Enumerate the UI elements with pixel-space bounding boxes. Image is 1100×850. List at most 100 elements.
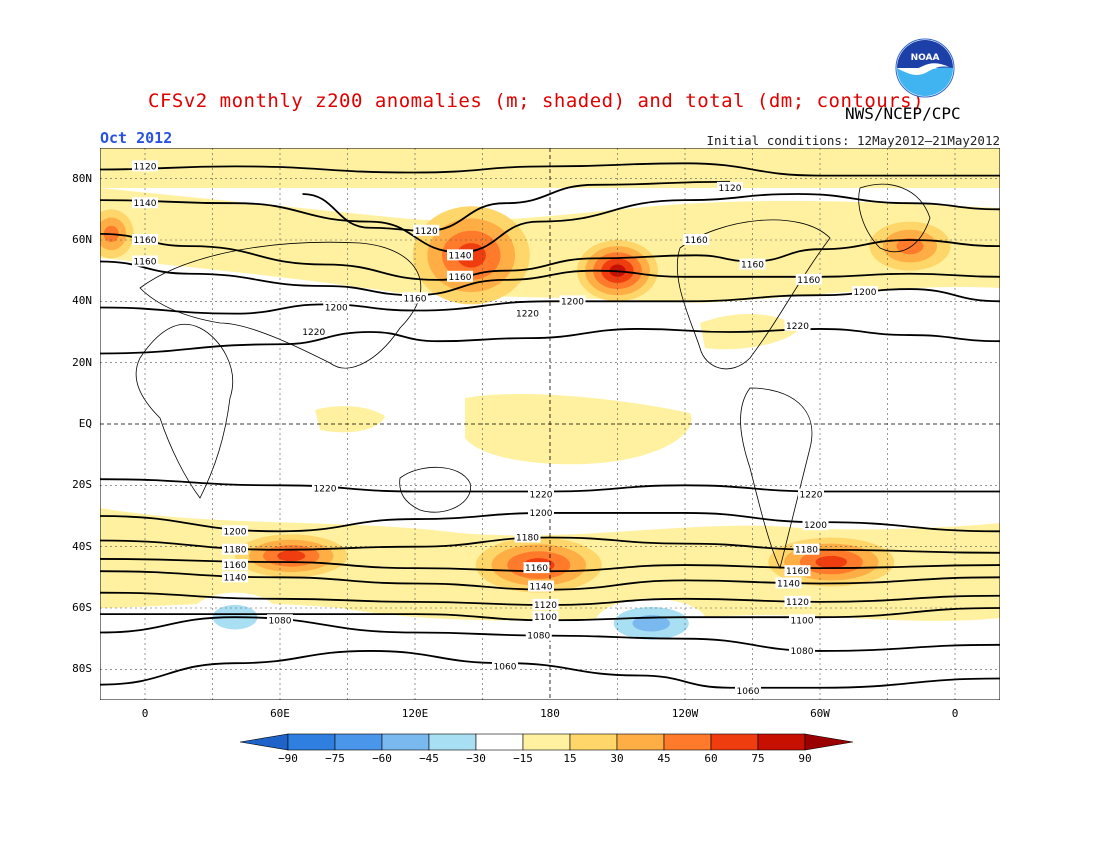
contour-label: 1200 bbox=[854, 288, 877, 298]
contour-label-bg bbox=[413, 224, 440, 236]
contour-label: 1180 bbox=[224, 546, 247, 556]
contour-label: 1140 bbox=[134, 199, 157, 209]
anomaly-shading bbox=[100, 148, 1000, 621]
contour-label-bg bbox=[132, 234, 158, 245]
colorbar-label: 45 bbox=[657, 752, 671, 765]
colorbar-label: −75 bbox=[325, 752, 345, 765]
contour-label: 1200 bbox=[561, 297, 584, 307]
colorbar-segment bbox=[757, 733, 806, 751]
contour-label-bg bbox=[739, 258, 766, 270]
contour-label: 1160 bbox=[224, 561, 247, 571]
contour-label: 1220 bbox=[530, 491, 553, 501]
contour-label: 1140 bbox=[777, 579, 800, 589]
north-america-outline bbox=[676, 219, 831, 370]
anomaly-patch-indian-ocean bbox=[315, 406, 385, 433]
colorbar-segment bbox=[710, 733, 759, 751]
colorbar-label: −30 bbox=[466, 752, 486, 765]
latitude-label: 20S bbox=[72, 478, 92, 492]
colorbar-segment bbox=[663, 733, 712, 751]
colorbar-label: −15 bbox=[513, 752, 533, 765]
colorbar-min-arrow bbox=[240, 733, 289, 751]
colorbar-label: 15 bbox=[563, 752, 577, 765]
colorbar-label: 75 bbox=[751, 752, 765, 765]
contour-label-bg bbox=[300, 326, 327, 337]
contour-label-bg bbox=[789, 614, 815, 626]
australia-outline bbox=[399, 466, 471, 513]
contour-label: 1060 bbox=[494, 662, 517, 672]
contour-label: 1160 bbox=[685, 236, 708, 246]
contour-label-bg bbox=[222, 543, 248, 555]
contour-1160 bbox=[100, 260, 1000, 297]
contour-label: 1220 bbox=[302, 328, 325, 338]
colorbar-segment bbox=[522, 733, 571, 751]
latitude-label: 80S bbox=[72, 662, 92, 676]
noaa-logo-sky bbox=[897, 40, 953, 68]
contour-label: 1180 bbox=[795, 546, 818, 556]
contour-label-bg bbox=[132, 197, 158, 209]
colorbar-label: 30 bbox=[610, 752, 624, 765]
contour-label-bg bbox=[132, 160, 158, 172]
contour-label: 1160 bbox=[797, 276, 820, 286]
initial-conditions-label: Initial conditions: 12May2012–21May2012 bbox=[706, 133, 1001, 148]
colorbar-label: 90 bbox=[798, 752, 812, 765]
contour-label-bg bbox=[525, 629, 552, 641]
contour-label: 1160 bbox=[134, 236, 157, 246]
contour-label: 1200 bbox=[530, 509, 553, 519]
contour-label-bg bbox=[559, 295, 586, 307]
contour-label-bg bbox=[267, 614, 293, 626]
contour-label-bg bbox=[784, 595, 811, 607]
chart-title: CFSv2 monthly z200 anomalies (m; shaded)… bbox=[148, 90, 925, 112]
contour-1160 bbox=[100, 232, 1000, 281]
colorbar-segment bbox=[616, 733, 665, 751]
contour-label-bg bbox=[528, 488, 554, 500]
contour-label-bg bbox=[222, 559, 248, 571]
longitude-label: 60E bbox=[270, 707, 290, 720]
contour-label-bg bbox=[492, 660, 518, 672]
contour-label: 1160 bbox=[449, 273, 472, 283]
colorbar-label: 60 bbox=[704, 752, 718, 765]
colorbar-label: −45 bbox=[419, 752, 439, 765]
contour-label: 1120 bbox=[415, 227, 438, 237]
contour-label: 1220 bbox=[314, 484, 337, 494]
contour-label: 1140 bbox=[449, 251, 472, 261]
reference-gridlines bbox=[100, 148, 1000, 700]
contour-label: 1100 bbox=[791, 616, 814, 626]
contour-label: 1160 bbox=[134, 257, 157, 267]
contour-label-bg bbox=[312, 482, 338, 494]
contour-1140 bbox=[100, 193, 1000, 254]
height-contours bbox=[100, 162, 1000, 689]
anomaly-patch bbox=[277, 550, 306, 562]
contour-label: 1160 bbox=[404, 294, 427, 304]
longitude-label: 120W bbox=[671, 707, 699, 720]
colorbar bbox=[240, 733, 854, 751]
contour-label: 1220 bbox=[786, 322, 809, 332]
contour-1160 bbox=[100, 558, 1000, 573]
contour-label-bg bbox=[222, 571, 248, 583]
colorbar-label: −60 bbox=[372, 752, 392, 765]
contour-label-bg bbox=[532, 611, 559, 623]
africa-outline bbox=[135, 323, 234, 499]
contour-1060 bbox=[100, 650, 1000, 689]
contour-label-bg bbox=[735, 684, 761, 696]
contour-label: 1060 bbox=[737, 687, 760, 697]
anomaly-patch bbox=[815, 555, 847, 569]
noaa-logo-text: NOAA bbox=[911, 53, 940, 63]
latitude-label: EQ bbox=[78, 417, 92, 430]
contour-label-bg bbox=[784, 565, 811, 577]
contour-label-bg bbox=[222, 525, 248, 537]
latitude-label: 60S bbox=[72, 601, 92, 614]
colorbar-label: −90 bbox=[278, 752, 298, 765]
contour-label-bg bbox=[523, 562, 550, 574]
contour-1120 bbox=[100, 162, 1000, 177]
contour-label: 1160 bbox=[525, 564, 548, 574]
contour-label-bg bbox=[798, 488, 824, 500]
contour-label: 1120 bbox=[719, 184, 742, 194]
anomaly-patch-equatorial-pacific bbox=[465, 393, 692, 465]
anomaly-band-nh-midlat bbox=[100, 188, 1000, 303]
agency-label: NWS/NCEP/CPC bbox=[845, 104, 961, 123]
longitude-label: 60W bbox=[810, 707, 830, 720]
contour-label: 1200 bbox=[224, 527, 247, 537]
noaa-logo: NOAA bbox=[895, 38, 955, 98]
contour-label: 1080 bbox=[269, 616, 292, 626]
latitude-label: 40N bbox=[72, 294, 92, 308]
